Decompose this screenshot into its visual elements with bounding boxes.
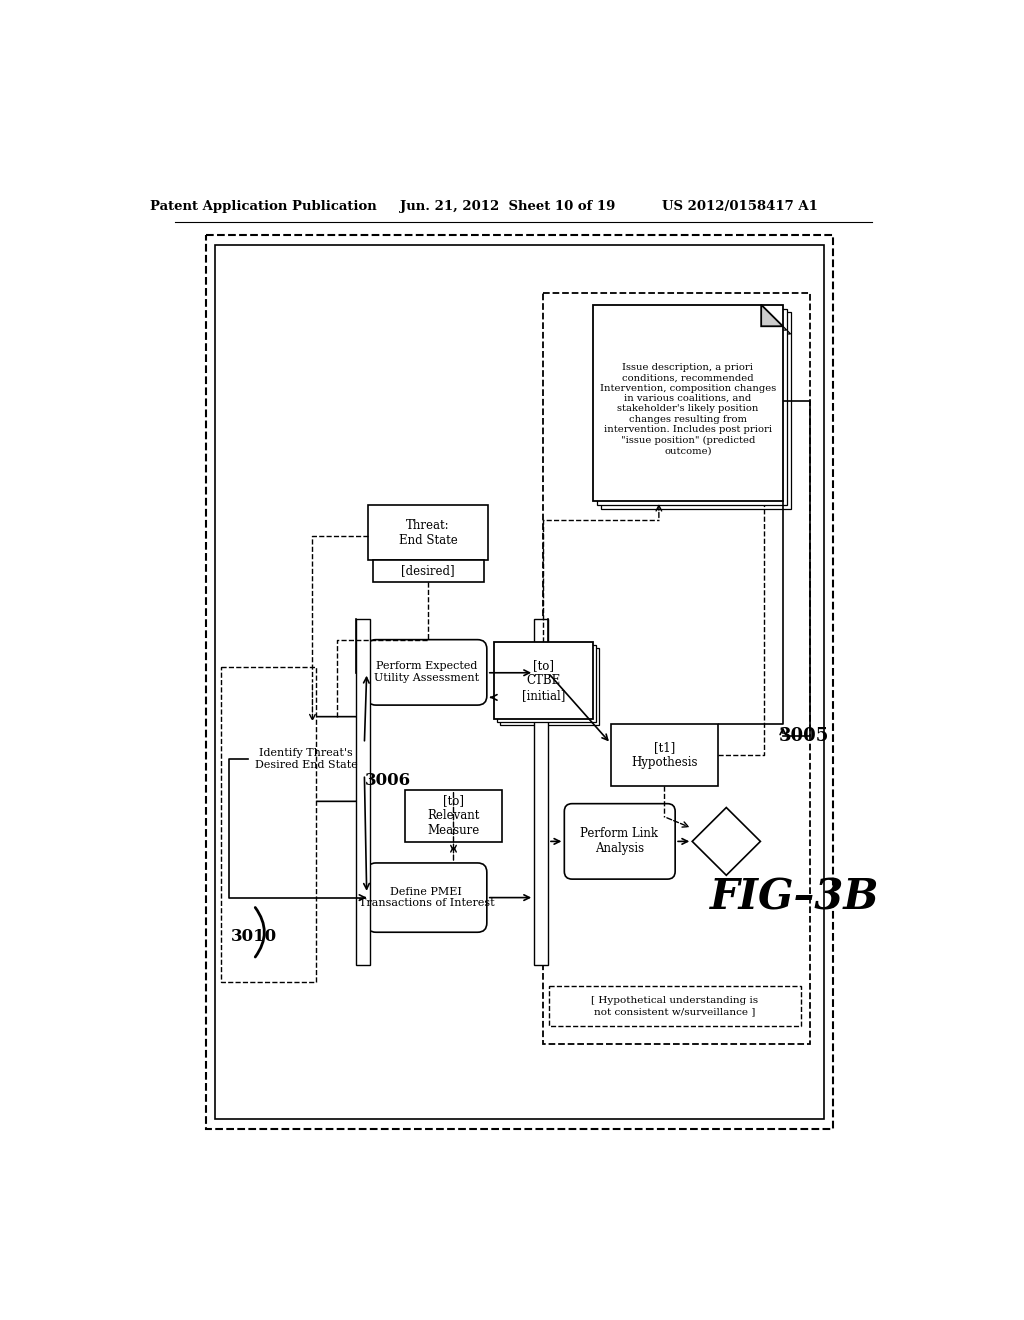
Text: Define PMEI
Transactions of Interest: Define PMEI Transactions of Interest xyxy=(358,887,495,908)
FancyBboxPatch shape xyxy=(248,717,365,801)
Text: 3010: 3010 xyxy=(231,928,278,945)
Bar xyxy=(373,560,483,582)
Bar xyxy=(597,309,786,506)
Bar xyxy=(494,642,593,719)
Bar xyxy=(543,293,810,1044)
Text: Identify Threat's
Desired End State: Identify Threat's Desired End State xyxy=(255,748,357,770)
Text: [ Hypothetical understanding is
not consistent w/surveillance ]: [ Hypothetical understanding is not cons… xyxy=(591,997,758,1016)
Bar xyxy=(356,619,370,965)
Text: [to]
Relevant
Measure: [to] Relevant Measure xyxy=(427,795,479,837)
Bar xyxy=(611,725,718,785)
Bar xyxy=(221,667,315,982)
Bar xyxy=(206,235,834,1129)
Bar xyxy=(369,506,488,560)
FancyBboxPatch shape xyxy=(367,863,486,932)
Text: [to]
CTBE
[initial]: [to] CTBE [initial] xyxy=(521,659,565,702)
Bar xyxy=(500,648,599,725)
Polygon shape xyxy=(692,808,761,875)
Bar xyxy=(535,619,548,965)
Text: Jun. 21, 2012  Sheet 10 of 19: Jun. 21, 2012 Sheet 10 of 19 xyxy=(400,199,615,213)
Polygon shape xyxy=(769,313,791,334)
Text: FIG–3B: FIG–3B xyxy=(710,876,880,919)
Text: 3006: 3006 xyxy=(365,772,411,789)
Bar xyxy=(601,313,791,508)
Text: US 2012/0158417 A1: US 2012/0158417 A1 xyxy=(663,199,818,213)
Text: Threat:
End State: Threat: End State xyxy=(398,519,458,546)
Text: Patent Application Publication: Patent Application Publication xyxy=(151,199,377,213)
Polygon shape xyxy=(761,305,783,326)
FancyBboxPatch shape xyxy=(367,640,486,705)
Bar xyxy=(406,789,503,842)
Text: Perform Link
Analysis: Perform Link Analysis xyxy=(581,828,658,855)
Bar xyxy=(593,305,783,502)
Text: [t1]
Hypothesis: [t1] Hypothesis xyxy=(631,741,697,770)
Text: [desired]: [desired] xyxy=(401,565,455,578)
FancyBboxPatch shape xyxy=(564,804,675,879)
Bar xyxy=(549,986,801,1026)
Bar xyxy=(215,244,824,1119)
Text: Perform Expected
Utility Assessment: Perform Expected Utility Assessment xyxy=(374,661,479,682)
Text: Issue description, a priori
conditions, recommended
Intervention, composition ch: Issue description, a priori conditions, … xyxy=(600,363,776,455)
Bar xyxy=(497,645,596,722)
Text: 3005: 3005 xyxy=(779,727,829,744)
Polygon shape xyxy=(765,309,786,330)
